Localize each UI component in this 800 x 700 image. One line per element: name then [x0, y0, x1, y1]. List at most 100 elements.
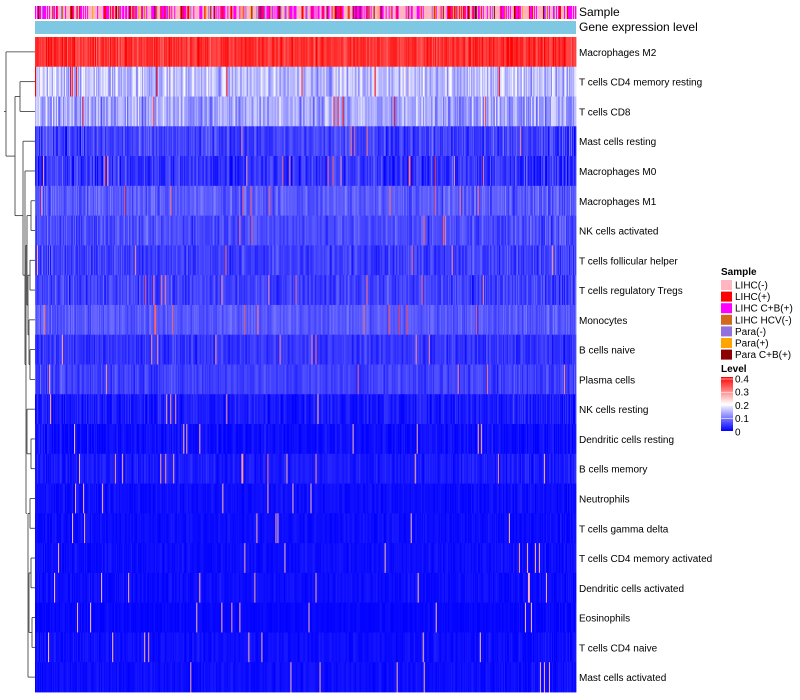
heatmap-cell — [184, 37, 186, 68]
heatmap-cell — [122, 37, 124, 68]
sample-annotation-cell — [392, 6, 395, 19]
heatmap-cell — [178, 37, 180, 68]
heatmap-cell — [362, 37, 365, 68]
sample-annotation-cell — [331, 6, 333, 19]
heatmap-cell — [553, 66, 556, 97]
heatmap-cell — [155, 37, 157, 68]
sample-annotation-cell — [441, 6, 444, 19]
heatmap-cell — [158, 37, 160, 68]
heatmap-cell — [468, 66, 471, 97]
sample-annotation-cell — [283, 6, 285, 19]
heatmap-cell — [253, 66, 255, 97]
heatmap-cell — [165, 37, 167, 68]
sample-annotation-cell — [316, 6, 318, 19]
heatmap-cell — [133, 37, 135, 68]
heatmap-cell — [282, 37, 284, 68]
heatmap-cell — [541, 66, 544, 97]
sample-annotation-cell — [127, 6, 129, 19]
sample-annotation-cell — [564, 6, 567, 19]
sample-annotation-cell — [495, 6, 498, 19]
sample-annotation-cell — [291, 6, 293, 19]
heatmap-cell — [56, 66, 58, 97]
heatmap-cell — [548, 37, 551, 68]
heatmap-cell — [77, 37, 79, 68]
sample-annotation-cell — [413, 6, 416, 19]
heatmap-cell — [300, 66, 302, 97]
heatmap-cell — [119, 66, 121, 97]
heatmap-cell — [572, 37, 575, 68]
heatmap-cell — [386, 37, 389, 68]
heatmap-cell — [93, 37, 95, 68]
heatmap-cell — [176, 66, 178, 97]
heatmap-cell — [464, 66, 467, 97]
sample-annotation-cell — [387, 6, 390, 19]
heatmap-cell — [103, 66, 105, 97]
sample-annotation-cell — [547, 6, 550, 19]
heatmap-cell — [44, 66, 46, 97]
heatmap-cell — [350, 37, 352, 68]
heatmap-cell — [368, 66, 371, 97]
heatmap-cell — [217, 66, 219, 97]
heatmap-cell — [338, 37, 340, 68]
heatmap-cell — [304, 66, 306, 97]
sample-annotation-cell — [380, 6, 383, 19]
sample-annotation-cell — [541, 6, 544, 19]
heatmap-cell — [395, 66, 398, 97]
heatmap-cell — [504, 66, 507, 97]
heatmap-cell — [346, 37, 348, 68]
sample-annotation-cell — [522, 6, 525, 19]
sample-annotation-cell — [510, 6, 513, 19]
sample-annotation-cell — [60, 6, 62, 19]
heatmap-cell — [565, 37, 568, 68]
heatmap-cell — [163, 66, 165, 97]
sample-annotation-cell — [561, 6, 564, 19]
heatmap-cell — [283, 37, 285, 68]
heatmap-cell — [83, 96, 85, 127]
heatmap-cell — [86, 37, 88, 68]
sample-annotation-cell — [67, 6, 69, 19]
sample-annotation-cell — [323, 6, 325, 19]
sample-annotation-cell — [96, 6, 98, 19]
sample-annotation-cell — [321, 6, 323, 19]
heatmap-cell — [107, 37, 109, 68]
heatmap-cell — [428, 37, 431, 68]
heatmap-cell — [131, 66, 133, 97]
heatmap-cell — [451, 37, 454, 68]
heatmap-cell — [46, 66, 48, 97]
sample-annotation-cell — [378, 6, 381, 19]
heatmap-cell — [201, 66, 203, 97]
heatmap-cell — [91, 66, 93, 97]
heatmap-cell — [90, 37, 92, 68]
heatmap-cell — [494, 37, 497, 68]
heatmap-cell — [438, 66, 441, 97]
heatmap-cell — [520, 66, 523, 97]
sample-annotation-cell — [491, 6, 494, 19]
heatmap-cell — [283, 66, 285, 97]
heatmap-cell — [477, 66, 480, 97]
heatmap-cell — [419, 37, 422, 68]
heatmap-cell — [236, 66, 238, 97]
heatmap-cell — [39, 96, 41, 127]
heatmap-cell — [132, 66, 134, 97]
heatmap-cell — [535, 66, 538, 97]
heatmap-cell — [262, 66, 264, 97]
heatmap-cell — [75, 66, 77, 97]
heatmap-cell — [281, 66, 283, 97]
heatmap-cell — [167, 37, 169, 68]
heatmap-cell — [522, 66, 525, 97]
heatmap-cell — [388, 37, 391, 68]
sample-annotation-cell — [225, 6, 227, 19]
heatmap-cell — [273, 37, 275, 68]
heatmap-cell — [358, 66, 360, 97]
heatmap-cell — [192, 37, 194, 68]
sample-annotation-cell — [421, 6, 424, 19]
heatmap-cell — [477, 37, 480, 68]
heatmap-cell — [53, 96, 55, 127]
heatmap-cell — [278, 37, 280, 68]
heatmap-cell — [72, 66, 74, 97]
heatmap-cell — [342, 66, 344, 97]
sample-annotation-cell — [93, 6, 95, 19]
heatmap-cell — [504, 37, 507, 68]
sample-annotation-cell — [163, 6, 165, 19]
heatmap-cell — [57, 66, 59, 97]
